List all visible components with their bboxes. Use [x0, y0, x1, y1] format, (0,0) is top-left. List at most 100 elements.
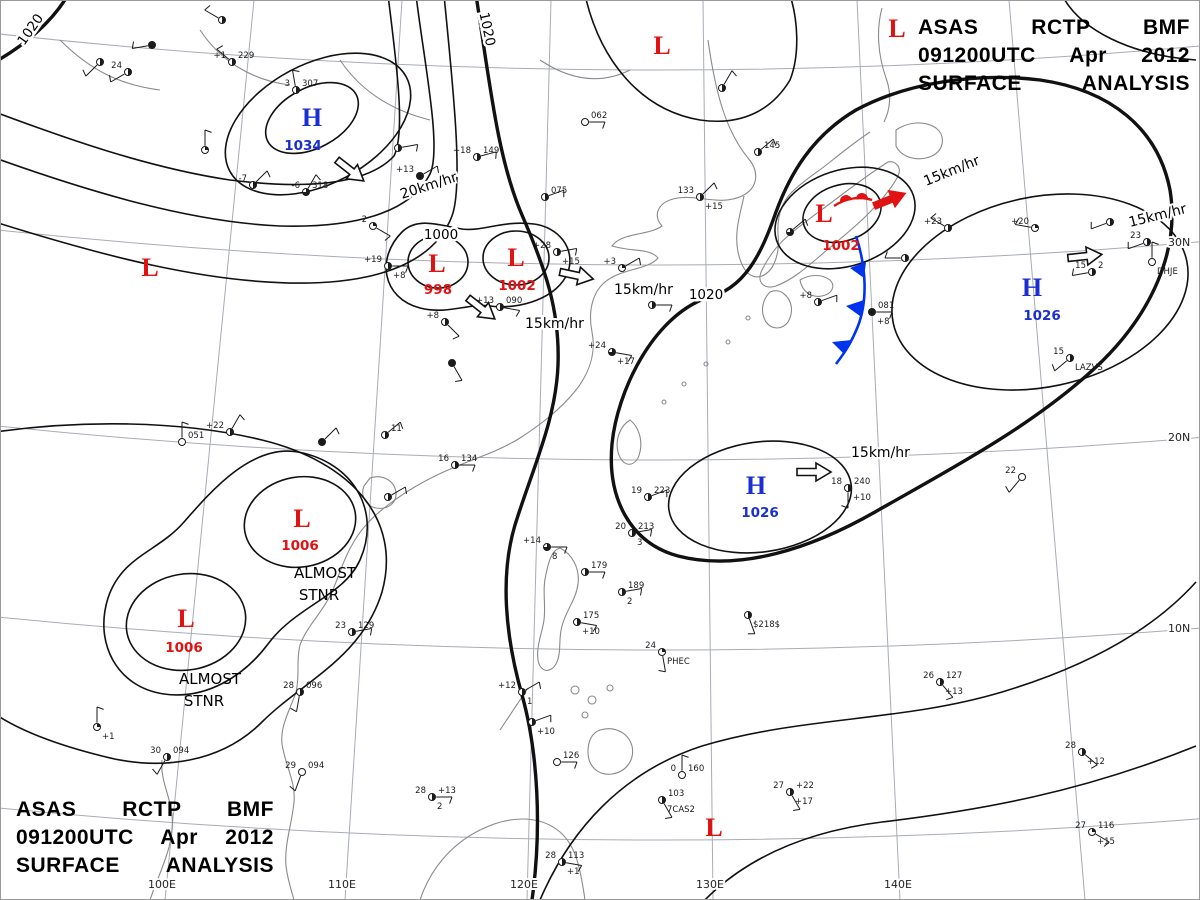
cold-front-line	[834, 235, 866, 365]
isobar	[0, 0, 435, 227]
station-value: +8	[393, 271, 406, 281]
station-value: +10	[582, 627, 600, 637]
station-value: +1	[567, 867, 580, 877]
station-value: +8	[877, 317, 890, 327]
station-cloud-fill	[562, 858, 566, 866]
isobar	[224, 52, 412, 196]
station-value: 307	[302, 79, 318, 89]
station-value: 29	[285, 761, 296, 771]
station-value: 0	[671, 764, 676, 774]
wind-barb-shaft	[376, 227, 391, 237]
wind-barb-shaft	[356, 628, 372, 632]
station-value: 096	[306, 681, 322, 691]
isobar-1020	[0, 0, 67, 62]
station-value: +1	[213, 51, 226, 61]
wind-barb-tick	[669, 304, 673, 312]
station-value: 22	[1005, 466, 1016, 476]
movement-speed-label: 15km/hr	[525, 316, 584, 332]
wind-barb-shaft	[231, 414, 241, 429]
station-circle	[1018, 473, 1026, 481]
station-value: 27	[1075, 821, 1086, 831]
wind-barb-tick	[292, 69, 300, 73]
station-value: 23	[335, 621, 346, 631]
wind-barb-shaft	[1091, 222, 1107, 230]
wind-barb-tick	[239, 414, 245, 421]
wind-barb-tick	[315, 174, 321, 181]
wind-barb-shaft	[85, 64, 98, 77]
station-cloud-fill	[532, 718, 536, 726]
pressure-center-value: 1034	[284, 138, 322, 154]
station-value: +23	[924, 217, 942, 227]
station-value: +14	[523, 536, 541, 546]
station-cloud-fill	[455, 461, 459, 469]
low-marker: L	[705, 813, 722, 842]
station-value: 11	[391, 424, 402, 434]
movement-speed-label: 15km/hr	[614, 282, 673, 298]
pressure-center-value: 1006	[281, 538, 319, 554]
station-cloud-fill	[577, 618, 581, 626]
pressure-center-letter: L	[428, 249, 445, 278]
station-value: 16	[438, 454, 449, 464]
station-value: 133	[678, 186, 694, 196]
station-cloud-fill	[1092, 828, 1096, 832]
pressure-center-value: 1006	[165, 640, 203, 656]
isobar-value-label: 1020	[689, 287, 723, 303]
station-cloud-fill	[557, 248, 561, 256]
wind-barb-tick	[574, 761, 578, 769]
wind-barb-tick	[1014, 218, 1020, 225]
station-value: +18	[453, 146, 471, 156]
station-cloud-fill	[398, 144, 402, 152]
wind-barb-tick	[436, 165, 440, 173]
wind-barb-shaft	[625, 257, 640, 267]
station-cloud-fill	[608, 348, 616, 356]
wind-barb-shaft	[581, 622, 597, 626]
wind-barb-tick	[793, 808, 801, 812]
station-cloud-fill	[522, 688, 526, 696]
station-value: 28	[283, 681, 294, 691]
wind-barb-tick	[455, 379, 463, 383]
station-cloud-fill	[543, 543, 551, 551]
chart-id-line1: ASAS RCTP BMF	[16, 798, 274, 821]
station-value: 081	[878, 301, 894, 311]
station-circle	[178, 438, 186, 446]
station-value: 103	[668, 789, 684, 799]
wind-barb-shaft	[662, 656, 666, 672]
station-value: 18	[831, 477, 842, 487]
station-cloud-fill	[1147, 238, 1151, 246]
station-cloud-fill	[1092, 268, 1096, 276]
movement-note: ALMOST	[294, 564, 357, 582]
station-value: 126	[563, 751, 579, 761]
isobar	[774, 166, 916, 270]
station-cloud-fill	[302, 188, 310, 196]
low-marker: L	[653, 31, 670, 60]
wind-barb-tick	[649, 529, 653, 537]
wind-barb-tick	[804, 218, 809, 226]
wind-barb-tick	[577, 865, 583, 872]
station-value: 26	[923, 671, 934, 681]
wind-barb-shaft	[930, 217, 945, 227]
station-value: 30	[150, 746, 161, 756]
isobar	[243, 475, 357, 569]
station-cloud-fill	[300, 688, 304, 696]
station-value: +13	[476, 296, 494, 306]
pressure-center-value: 1002	[822, 238, 860, 254]
longitude-label: 120E	[510, 878, 538, 891]
wind-barb-shaft	[307, 174, 317, 189]
wind-barb-tick	[399, 421, 404, 429]
station-cloud-fill	[632, 529, 636, 537]
latitude-label: 30N	[1168, 236, 1190, 249]
chart-id-line3: SURFACE ANALYSIS	[918, 72, 1190, 95]
station-cloud-fill	[940, 678, 944, 686]
wind-barb-shaft	[663, 803, 673, 818]
station-cloud-fill	[648, 493, 652, 501]
wind-barb-tick	[639, 588, 643, 596]
station-cloud-fill	[100, 58, 104, 66]
station-value: +13	[438, 786, 456, 796]
chart-id-line2: 091200UTC Apr 2012	[16, 826, 274, 849]
wind-barb-shaft	[548, 189, 564, 197]
station-value: 2	[362, 215, 367, 225]
movement-speed-label: 15km/hr	[1127, 201, 1188, 231]
station-value: 113	[568, 851, 584, 861]
